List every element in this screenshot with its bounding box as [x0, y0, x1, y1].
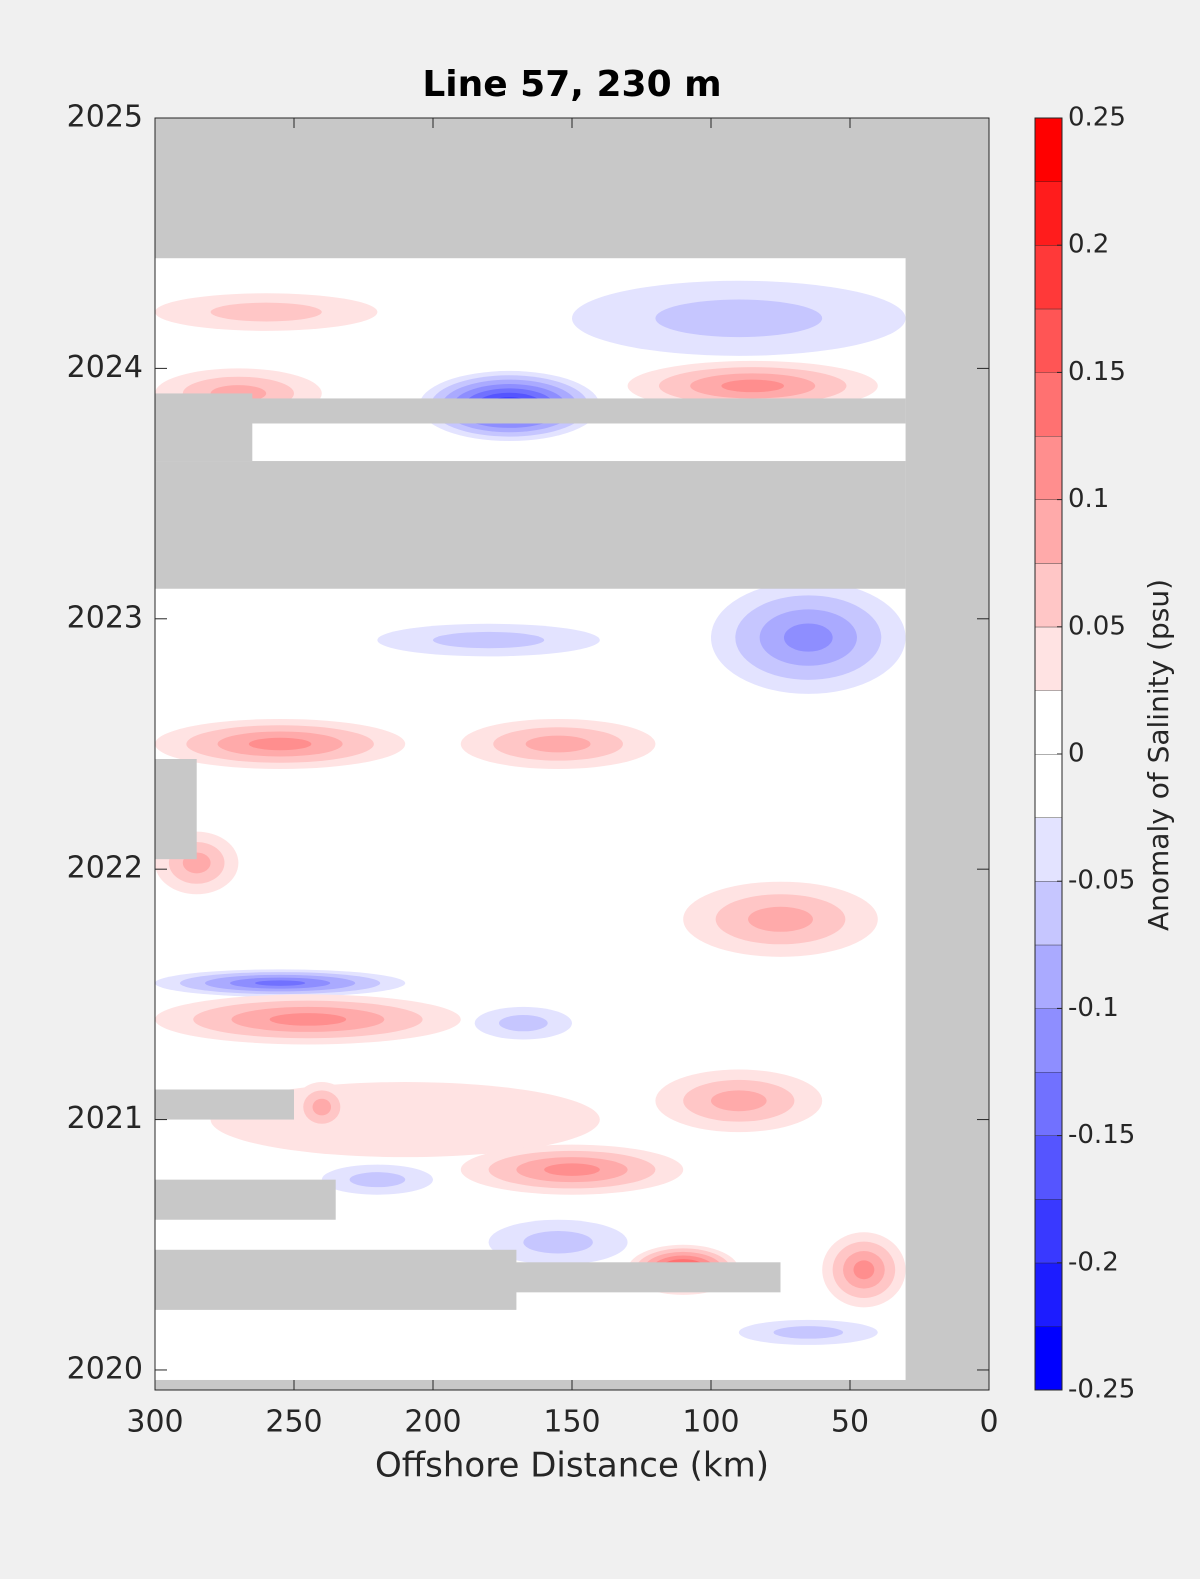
missing-data — [155, 1089, 294, 1120]
colorbar-label: Anomaly of Salinity (psu) — [1142, 579, 1175, 931]
x-tick-label: 300 — [126, 1405, 183, 1440]
contour-level — [255, 980, 306, 986]
colorbar-segment — [1035, 118, 1062, 182]
colorbar-segment — [1035, 1008, 1062, 1072]
colorbar-tick-label: -0.1 — [1068, 993, 1119, 1023]
contour-level — [269, 1013, 347, 1026]
colorbar-segment — [1035, 308, 1062, 373]
colorbar-segment — [1035, 1262, 1062, 1327]
contour-level — [499, 1015, 548, 1032]
contour-level — [312, 1098, 332, 1116]
colorbar-segment — [1035, 1326, 1062, 1390]
contour-level — [655, 299, 823, 338]
contour-level — [748, 906, 813, 932]
y-tick-label: 2020 — [67, 1351, 143, 1386]
y-tick-label: 2024 — [67, 350, 143, 385]
plot-area — [155, 118, 989, 1390]
missing-data — [905, 118, 989, 1390]
colorbar-segment — [1035, 436, 1062, 500]
contour-level — [853, 1260, 875, 1280]
colorbar-tick-label: 0.1 — [1068, 484, 1109, 514]
x-tick-label: 0 — [979, 1405, 998, 1440]
y-tick-label: 2022 — [67, 851, 143, 886]
x-tick-label: 50 — [831, 1405, 869, 1440]
colorbar-segment — [1035, 245, 1062, 309]
axes: 300 250 200 150 100 50 0 2020 2021 2022 2023 2024 20… — [67, 100, 1136, 1440]
contour-level — [349, 1172, 406, 1188]
colorbar-tick-label: -0.2 — [1068, 1247, 1119, 1277]
colorbar-segment — [1035, 181, 1062, 246]
contour-level — [525, 735, 591, 753]
colorbar-tick-label: -0.25 — [1068, 1375, 1135, 1405]
colorbar-segment — [1035, 1072, 1062, 1136]
x-tick-label: 100 — [682, 1405, 739, 1440]
missing-data — [155, 1179, 336, 1220]
missing-data — [155, 398, 906, 424]
missing-data — [155, 118, 989, 259]
contour-level — [783, 623, 833, 652]
colorbar-segment — [1035, 499, 1062, 564]
y-tick-label: 2021 — [67, 1101, 143, 1136]
missing-data — [155, 393, 253, 462]
colorbar-segment — [1035, 1135, 1062, 1200]
colorbar-segment — [1035, 754, 1062, 818]
colorbar-segment — [1035, 881, 1062, 945]
y-tick-label: 2023 — [67, 600, 143, 635]
y-tick-label: 2025 — [67, 100, 143, 135]
colorbar-segment — [1035, 626, 1062, 691]
colorbar-tick-label: 0 — [1068, 739, 1085, 769]
colorbar-tick-label: -0.05 — [1068, 866, 1135, 896]
contour-level — [721, 379, 784, 393]
chart-title: Line 57, 230 m — [422, 64, 721, 105]
colorbar-segment — [1035, 372, 1062, 436]
contour-level — [248, 737, 312, 751]
colorbar-tick-label: 0.2 — [1068, 230, 1109, 260]
x-tick-label: 150 — [543, 1405, 600, 1440]
contour-level — [773, 1326, 844, 1339]
contour-level — [523, 1231, 593, 1254]
missing-data — [155, 461, 906, 589]
contour-level — [711, 1090, 767, 1112]
colorbar-segment — [1035, 817, 1062, 882]
contour-level — [544, 1163, 600, 1176]
colorbar-segment — [1035, 944, 1062, 1009]
colorbar-tick-label: 0.25 — [1068, 103, 1126, 133]
x-tick-label: 200 — [404, 1405, 461, 1440]
colorbar-segment — [1035, 1199, 1062, 1263]
contour-level — [433, 631, 545, 649]
colorbar-segment — [1035, 563, 1062, 627]
colorbar-tick-label: -0.15 — [1068, 1120, 1135, 1150]
colorbar-tick-label: 0.05 — [1068, 611, 1126, 641]
colorbar-tick-label: 0.15 — [1068, 357, 1126, 387]
x-tick-label: 250 — [265, 1405, 322, 1440]
missing-data — [155, 1262, 781, 1293]
x-axis-label: Offshore Distance (km) — [375, 1446, 769, 1486]
missing-data — [155, 759, 197, 860]
contour-level — [210, 302, 322, 322]
colorbar-segment — [1035, 690, 1062, 754]
